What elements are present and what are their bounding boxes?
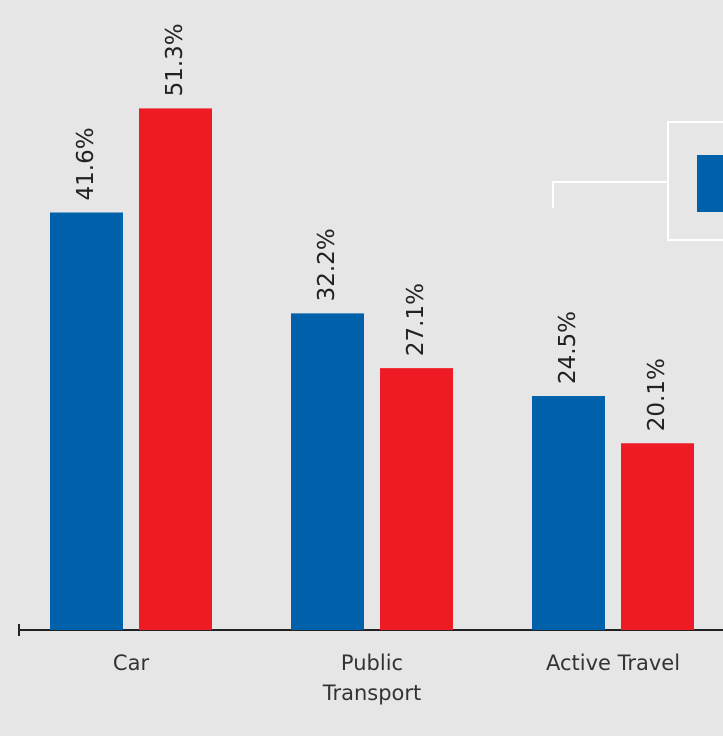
value-label: 20.1% <box>644 358 670 431</box>
value-label: 41.6% <box>73 127 99 200</box>
bar <box>291 313 364 630</box>
x-tick-label: Active Travel <box>545 651 681 675</box>
legend-connector <box>552 181 668 208</box>
x-tick-label: Car <box>112 651 150 675</box>
value-label: 32.2% <box>314 228 340 301</box>
bar <box>50 212 123 630</box>
bar <box>532 396 605 630</box>
bar <box>380 368 453 630</box>
value-label: 51.3% <box>162 23 188 96</box>
value-label: 24.5% <box>555 311 581 384</box>
value-label: 27.1% <box>403 283 429 356</box>
bar <box>621 443 694 630</box>
legend-marker <box>697 155 723 212</box>
x-tick-label: Public Transport <box>322 651 422 705</box>
bar <box>139 108 212 631</box>
